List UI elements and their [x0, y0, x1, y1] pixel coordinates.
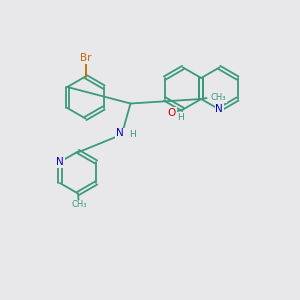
Text: H: H [177, 113, 184, 122]
Text: N: N [56, 157, 64, 167]
Text: CH₃: CH₃ [211, 93, 226, 102]
Text: H: H [129, 130, 136, 139]
Text: CH₃: CH₃ [72, 200, 87, 209]
Text: N: N [116, 128, 124, 139]
Text: N: N [215, 104, 223, 115]
Text: Br: Br [80, 53, 91, 64]
Text: O: O [167, 107, 176, 118]
